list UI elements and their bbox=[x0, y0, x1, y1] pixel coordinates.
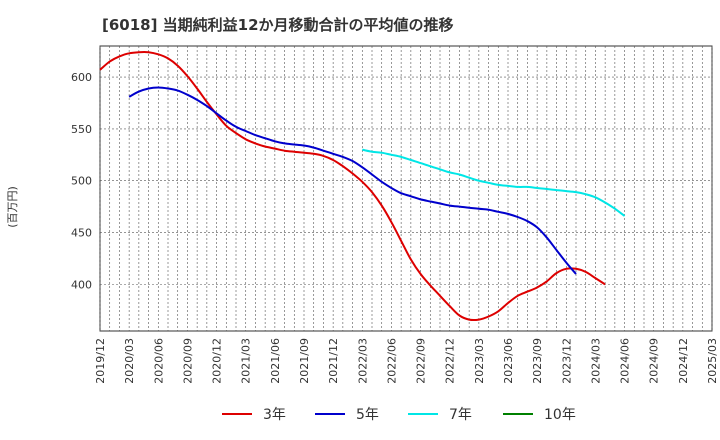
x-tick-label: 2024/09 bbox=[648, 338, 661, 384]
y-axis-ticks: 400 450 500 550 600 bbox=[71, 71, 92, 291]
series-lines bbox=[99, 51, 626, 322]
x-tick-label: 2023/12 bbox=[560, 338, 573, 384]
x-tick-label: 2025/03 bbox=[706, 338, 719, 384]
x-tick-label: 2020/12 bbox=[211, 338, 224, 384]
x-tick-label: 2020/09 bbox=[181, 338, 194, 384]
series-line-2 bbox=[128, 86, 577, 275]
legend-label-4: 10年 bbox=[544, 407, 576, 423]
x-tick-label: 2020/06 bbox=[152, 338, 165, 384]
x-tick-label: 2021/03 bbox=[240, 338, 253, 384]
x-tick-label: 2020/03 bbox=[123, 338, 136, 384]
legend: 3年 5年 7年 10年 bbox=[222, 407, 576, 423]
x-tick-label: 2022/12 bbox=[444, 338, 457, 384]
y-tick-label: 450 bbox=[71, 227, 92, 240]
x-tick-label: 2022/03 bbox=[356, 338, 369, 384]
y-tick-label: 600 bbox=[71, 71, 92, 84]
x-tick-label: 2024/12 bbox=[677, 338, 690, 384]
legend-label-1: 3年 bbox=[263, 407, 286, 423]
x-tick-label: 2021/12 bbox=[327, 338, 340, 384]
series-line-3 bbox=[362, 148, 626, 217]
y-tick-label: 500 bbox=[71, 175, 92, 188]
legend-label-3: 7年 bbox=[449, 407, 472, 423]
x-tick-label: 2019/12 bbox=[94, 338, 107, 384]
chart-title: [6018] 当期純利益12か月移動合計の平均値の推移 bbox=[102, 16, 454, 34]
series-line-1 bbox=[99, 51, 606, 322]
x-tick-label: 2023/03 bbox=[473, 338, 486, 384]
x-axis-ticks: 2019/12 2020/03 2020/06 2020/09 2020/12 2021/… bbox=[94, 338, 719, 384]
x-tick-label: 2023/06 bbox=[502, 338, 515, 384]
x-tick-label: 2022/09 bbox=[415, 338, 428, 384]
x-tick-label: 2023/09 bbox=[531, 338, 544, 384]
x-tick-label: 2024/06 bbox=[619, 338, 632, 384]
x-tick-label: 2024/03 bbox=[589, 338, 602, 384]
y-tick-label: 550 bbox=[71, 123, 92, 136]
x-tick-label: 2021/06 bbox=[269, 338, 282, 384]
plot-area bbox=[99, 45, 713, 332]
y-tick-label: 400 bbox=[71, 278, 92, 291]
x-tick-label: 2021/09 bbox=[298, 338, 311, 384]
legend-label-2: 5年 bbox=[356, 407, 379, 423]
plot-frame bbox=[99, 45, 713, 332]
y-axis-label: (百万円) bbox=[6, 186, 19, 228]
x-tick-label: 2022/06 bbox=[385, 338, 398, 384]
